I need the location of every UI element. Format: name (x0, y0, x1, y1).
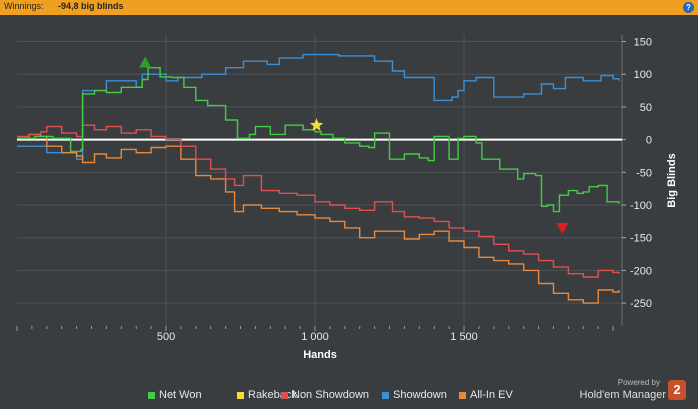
y-tick-label: -150 (630, 233, 652, 245)
y-tick-label: -50 (636, 167, 652, 179)
help-icon[interactable]: ? (683, 2, 694, 13)
y-tick-label: 50 (640, 102, 652, 114)
y-axis-label: Big Blinds (666, 153, 678, 207)
legend-item-net-won[interactable]: Net Won (148, 389, 202, 401)
powered-by-label: Powered by (617, 378, 660, 387)
winnings-value: -94,8 big blinds (58, 1, 124, 11)
legend-item-non-showdown[interactable]: Non Showdown (281, 389, 369, 401)
y-tick-label: 150 (634, 37, 652, 49)
legend-item-showdown[interactable]: Showdown (382, 389, 447, 401)
series-line-all-in-ev (17, 133, 620, 304)
star-marker-icon (309, 118, 324, 131)
legend-label: All-In EV (470, 389, 513, 401)
brand-logo: 2 (668, 380, 686, 400)
legend-label: Net Won (159, 389, 202, 401)
legend-swatch (148, 391, 155, 399)
legend: Net Won Rakeback Non Showdown Showdown A… (0, 389, 698, 403)
series-line-non-showdown (17, 124, 620, 278)
series-line-net-won (17, 67, 620, 213)
legend-item-all-in-ev[interactable]: All-In EV (459, 389, 513, 401)
y-tick-label: -100 (630, 200, 652, 212)
brand-name: Hold'em Manager (579, 389, 666, 401)
chart-markers (139, 56, 569, 234)
legend-swatch (382, 391, 389, 399)
chart-grid (17, 35, 623, 326)
legend-swatch (281, 391, 288, 399)
y-tick-label: -200 (630, 265, 652, 277)
max-marker-icon (139, 56, 152, 68)
y-tick-label: 0 (646, 135, 652, 147)
legend-swatch (459, 391, 466, 399)
min-marker-icon (556, 222, 569, 234)
y-tick-label: -250 (630, 298, 652, 310)
x-tick-label: 1 000 (301, 331, 329, 343)
x-axis-label: Hands (303, 349, 337, 361)
legend-swatch (237, 391, 244, 399)
x-tick-label: 500 (157, 331, 175, 343)
y-tick-label: 100 (634, 69, 652, 81)
legend-label: Showdown (393, 389, 447, 401)
x-axis-ticks: 500 1 000 1 500 (16, 326, 614, 343)
y-axis-ticks: 150 100 50 0 -50 -100 -150 -200 -250 (622, 37, 652, 310)
winnings-label: Winnings: (4, 1, 44, 11)
x-tick-label: 1 500 (450, 331, 478, 343)
title-bar: Winnings: -94,8 big blinds ? (0, 0, 698, 15)
chart-series (17, 53, 620, 304)
legend-label: Non Showdown (292, 389, 370, 401)
